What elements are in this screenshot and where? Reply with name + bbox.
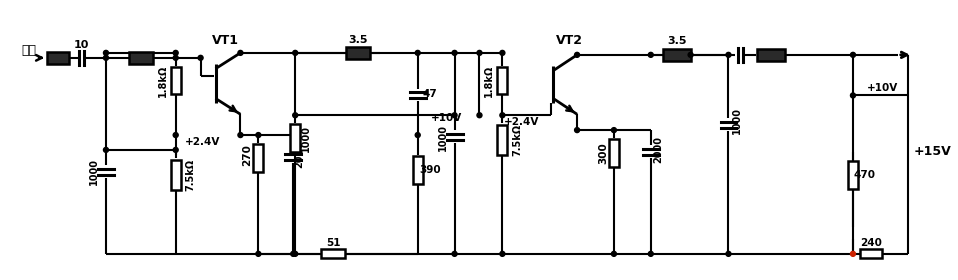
Circle shape bbox=[198, 55, 203, 60]
Circle shape bbox=[452, 113, 457, 118]
Text: 7.5kΩ: 7.5kΩ bbox=[186, 158, 195, 191]
Circle shape bbox=[477, 50, 482, 55]
Circle shape bbox=[173, 132, 178, 137]
Bar bbox=[346, 47, 370, 59]
Text: +10V: +10V bbox=[867, 83, 899, 92]
Circle shape bbox=[851, 52, 855, 57]
Circle shape bbox=[256, 251, 261, 256]
Bar bbox=[497, 125, 508, 155]
Text: 10: 10 bbox=[74, 40, 89, 50]
Circle shape bbox=[415, 50, 421, 55]
Circle shape bbox=[575, 52, 580, 57]
Circle shape bbox=[500, 251, 505, 256]
Circle shape bbox=[726, 251, 731, 256]
Circle shape bbox=[649, 251, 653, 256]
Circle shape bbox=[688, 52, 694, 57]
Text: 47: 47 bbox=[422, 89, 437, 99]
Circle shape bbox=[173, 55, 178, 60]
Text: 390: 390 bbox=[419, 165, 441, 175]
Text: 300: 300 bbox=[598, 142, 608, 164]
Circle shape bbox=[575, 128, 580, 132]
Circle shape bbox=[500, 113, 505, 118]
Bar bbox=[171, 67, 181, 94]
Text: 3.5: 3.5 bbox=[667, 36, 687, 46]
Text: +2.4V: +2.4V bbox=[185, 137, 220, 147]
Text: 270: 270 bbox=[242, 144, 252, 166]
Circle shape bbox=[649, 52, 653, 57]
Bar bbox=[758, 49, 786, 61]
Text: 1000: 1000 bbox=[733, 107, 742, 134]
Circle shape bbox=[415, 132, 421, 137]
Bar bbox=[848, 161, 858, 188]
Text: 3.5: 3.5 bbox=[348, 35, 368, 45]
Text: 1000: 1000 bbox=[438, 123, 447, 151]
Text: 1000: 1000 bbox=[89, 158, 99, 185]
Circle shape bbox=[452, 251, 457, 256]
Text: 240: 240 bbox=[860, 238, 881, 248]
Circle shape bbox=[452, 50, 457, 55]
Circle shape bbox=[851, 93, 855, 98]
Text: +2.4V: +2.4V bbox=[504, 117, 539, 127]
Text: 1.8kΩ: 1.8kΩ bbox=[485, 64, 494, 97]
Circle shape bbox=[500, 50, 505, 55]
Circle shape bbox=[238, 132, 243, 137]
Circle shape bbox=[293, 50, 298, 55]
Circle shape bbox=[238, 50, 243, 55]
Bar bbox=[860, 249, 882, 258]
Text: 2000: 2000 bbox=[294, 141, 305, 168]
Text: VT1: VT1 bbox=[212, 34, 239, 48]
Text: VT2: VT2 bbox=[556, 34, 582, 48]
Circle shape bbox=[726, 52, 731, 57]
Bar bbox=[253, 144, 263, 172]
Text: +15V: +15V bbox=[914, 145, 951, 158]
Circle shape bbox=[293, 251, 298, 256]
Bar bbox=[47, 52, 69, 64]
Circle shape bbox=[173, 148, 178, 152]
Bar bbox=[290, 124, 300, 152]
Bar bbox=[129, 52, 152, 64]
Circle shape bbox=[256, 132, 261, 137]
Circle shape bbox=[611, 128, 616, 132]
Text: +10V: +10V bbox=[431, 113, 462, 123]
Circle shape bbox=[103, 148, 108, 152]
Circle shape bbox=[851, 251, 855, 256]
Text: 2000: 2000 bbox=[652, 136, 663, 164]
Circle shape bbox=[477, 113, 482, 118]
Bar bbox=[171, 160, 181, 190]
Bar bbox=[663, 49, 691, 61]
Bar bbox=[413, 156, 422, 184]
Text: 51: 51 bbox=[326, 238, 340, 248]
Circle shape bbox=[103, 55, 108, 60]
Bar bbox=[321, 249, 345, 258]
Bar bbox=[609, 139, 619, 167]
Text: 7.5kΩ: 7.5kΩ bbox=[513, 124, 522, 156]
Circle shape bbox=[290, 251, 296, 256]
Bar bbox=[497, 67, 508, 94]
Text: 470: 470 bbox=[854, 170, 876, 180]
Circle shape bbox=[103, 50, 108, 55]
Circle shape bbox=[293, 113, 298, 118]
Circle shape bbox=[611, 251, 616, 256]
Text: 1.8kΩ: 1.8kΩ bbox=[158, 64, 168, 97]
Text: 1000: 1000 bbox=[301, 125, 311, 151]
Text: 输入: 输入 bbox=[22, 45, 36, 57]
Circle shape bbox=[173, 50, 178, 55]
